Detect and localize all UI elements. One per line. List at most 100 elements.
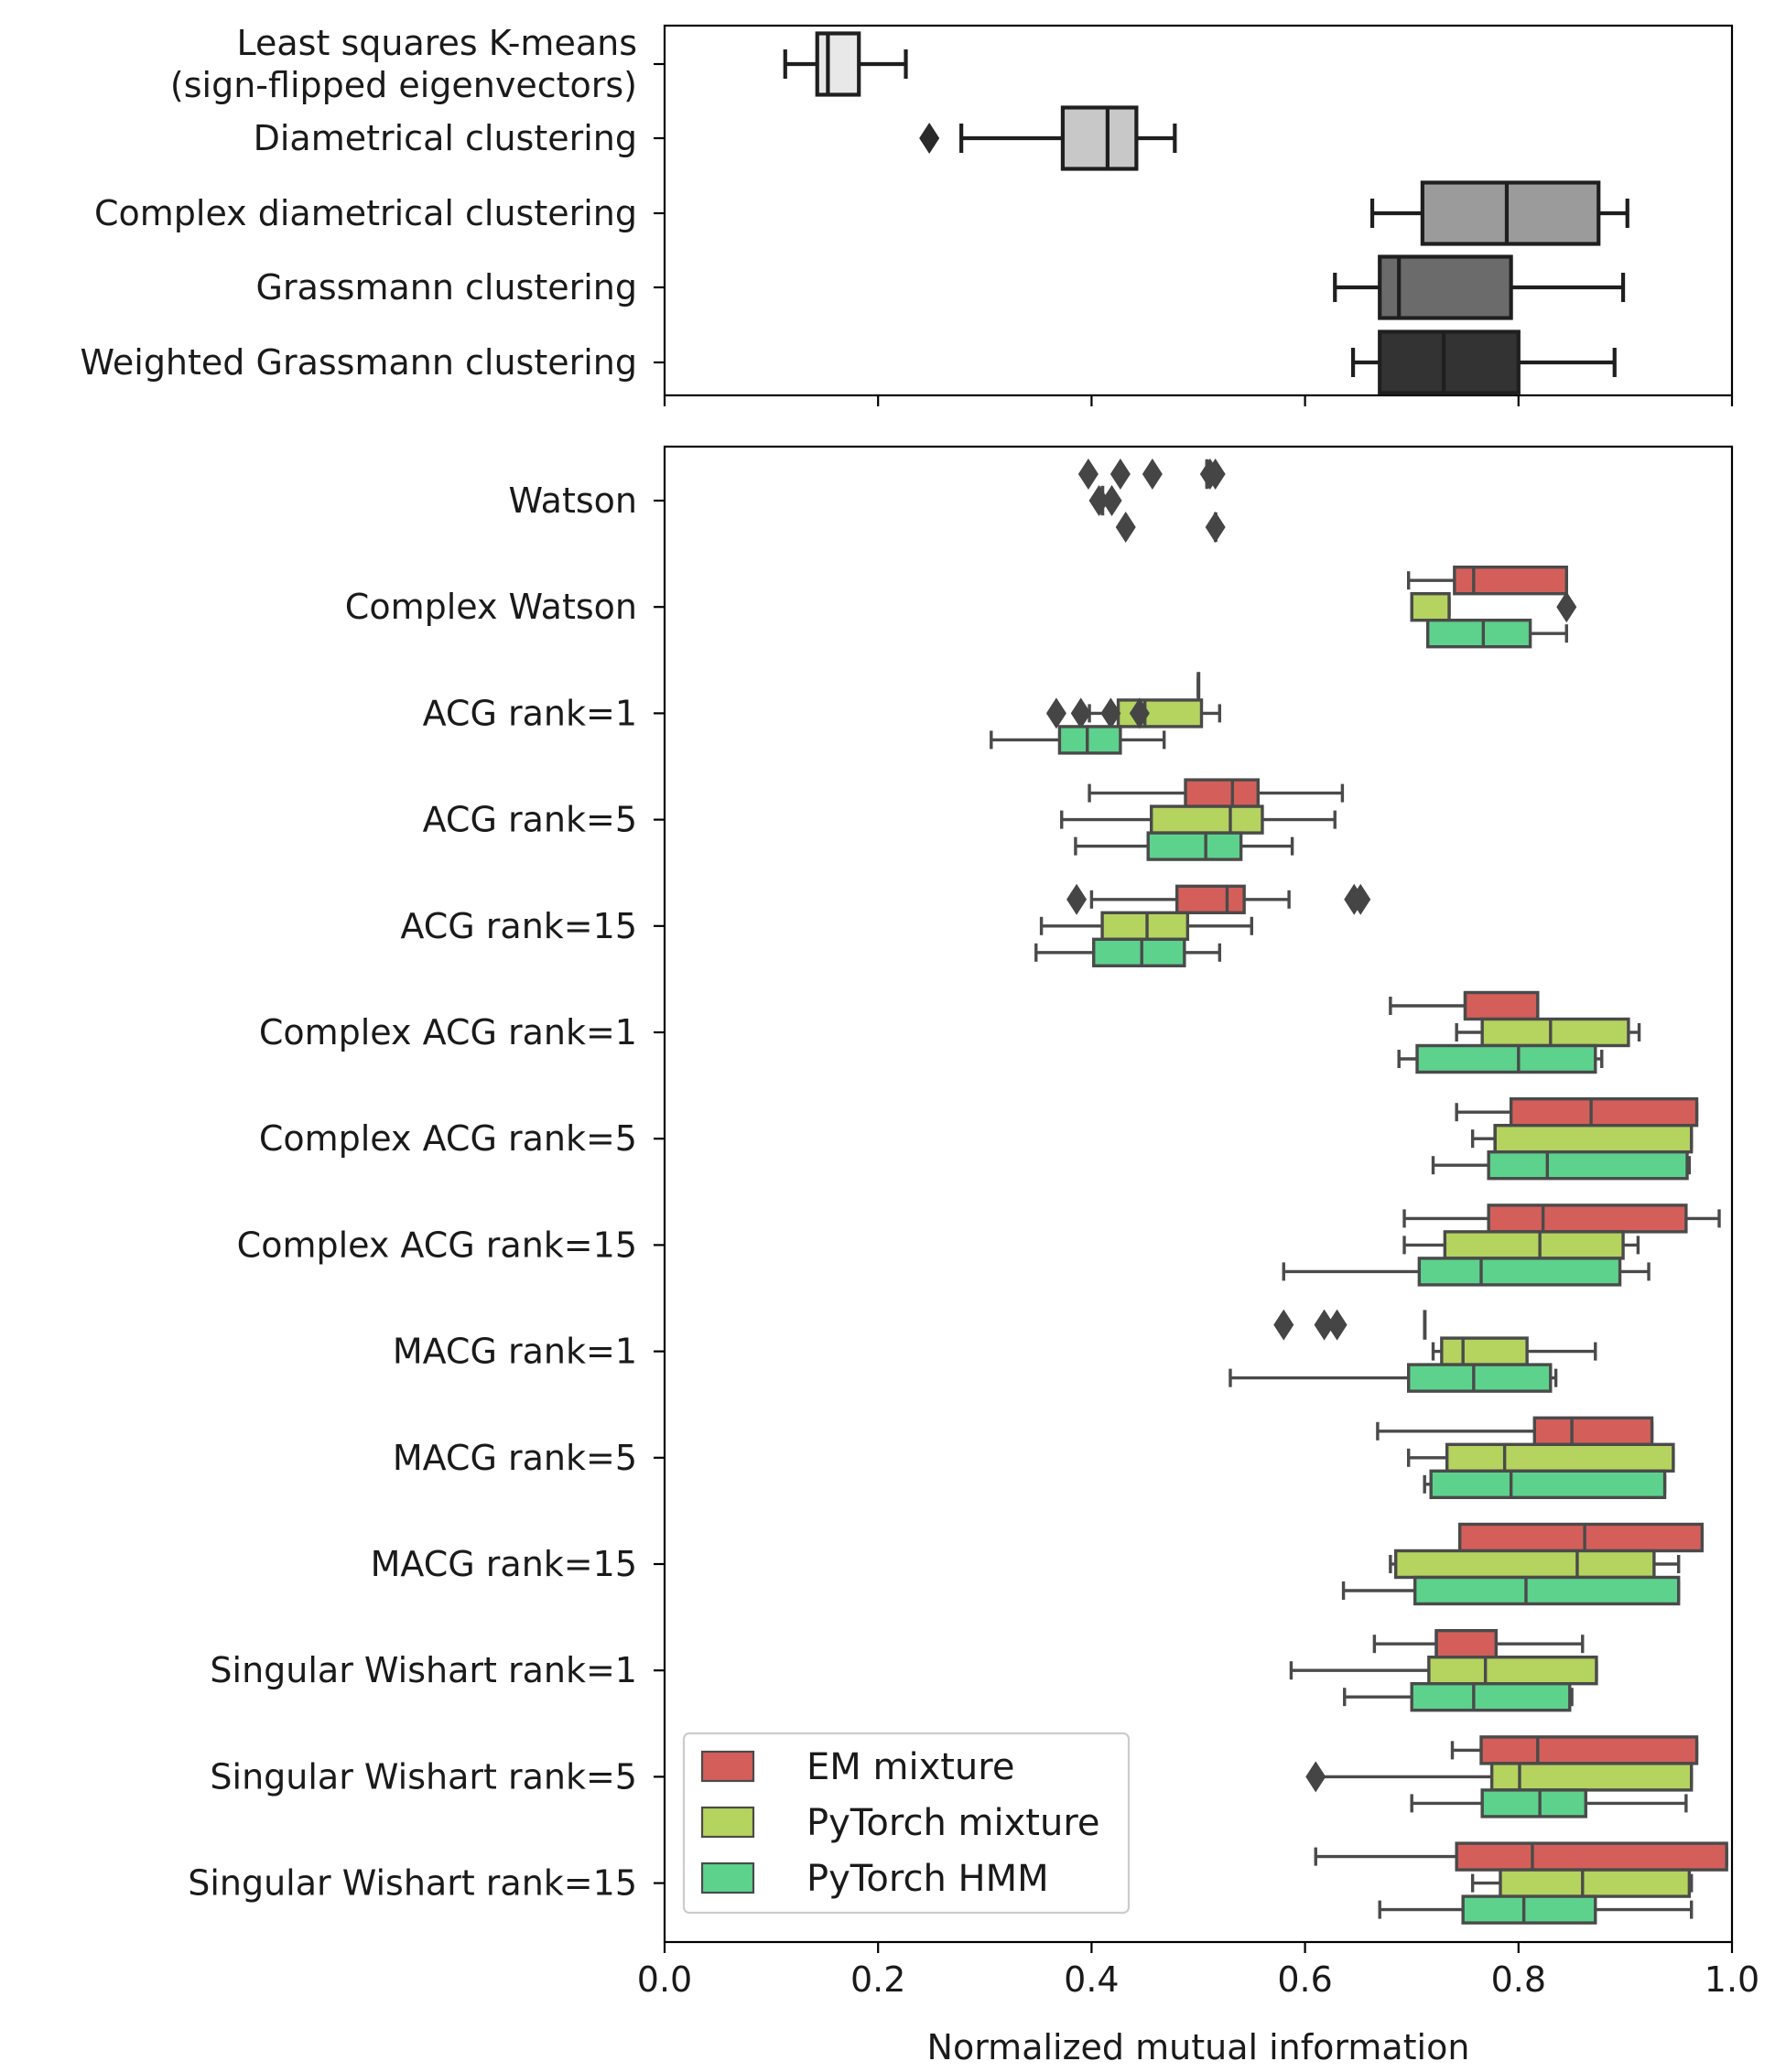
series-1-box-2-outlier-0 [1045,697,1066,729]
top-box-1-outlier-0 [919,123,940,154]
series-2-box-13-box [1461,1894,1597,1925]
series-2-box-11-box [1410,1681,1572,1712]
series-2-box-2-box [1057,725,1122,755]
legend-label-2: PyTorch HMM [806,1858,1049,1900]
series-1-box-1-outlier-0 [1556,591,1577,623]
series-0-box-4-outlier-2 [1350,883,1371,915]
series-1-box-7-box [1443,1230,1625,1260]
series-0-box-3-box [1184,778,1260,808]
bottom-category-label-6: Complex ACG rank=5 [259,1118,637,1159]
top-category-label-0-line-1: (sign-flipped eigenvectors) [170,65,637,105]
legend-swatch-1 [700,1806,755,1839]
top-plot-frame [663,24,1734,397]
legend-frame [682,1732,1131,1915]
series-1-box-0-outlier-0 [1088,485,1109,516]
series-2-box-0-outlier-1 [1205,512,1226,543]
bottom-xtick-label-5: 1.0 [1705,1959,1759,2000]
series-1-box-4-box [1100,911,1190,941]
series-2-box-8-box [1407,1363,1553,1393]
series-1-box-1-box [1410,592,1451,622]
legend: EM mixture PyTorch mixture PyTorch HMM [682,1732,1131,1915]
series-1-box-2-outlier-1 [1070,697,1091,729]
top-box-2-box [1420,180,1601,246]
legend-label-1: PyTorch mixture [806,1802,1100,1844]
series-0-box-0-outlier-2 [1142,459,1163,490]
series-0-box-5-box [1463,990,1540,1021]
series-1-box-3-box [1149,804,1264,835]
series-1-box-13-box [1499,1868,1692,1898]
series-1-box-8-box [1440,1336,1529,1366]
bottom-category-label-10: MACG rank=15 [371,1544,637,1584]
bottom-category-label-9: MACG rank=5 [393,1438,637,1478]
series-1-box-12-outlier-0 [1305,1761,1326,1793]
series-2-box-5-box [1415,1043,1597,1074]
series-0-box-0-outlier-0 [1077,459,1099,490]
bottom-category-label-3: ACG rank=5 [423,800,637,840]
bottom-xtick-label-2: 0.4 [1064,1959,1119,2000]
legend-label-0: EM mixture [806,1746,1014,1788]
bottom-category-label-2: ACG rank=1 [423,693,637,733]
series-2-box-6-box [1487,1149,1689,1181]
top-category-label-0-line-0: Least squares K-means [237,23,637,63]
series-0-box-0-outlier-1 [1109,459,1131,490]
series-2-box-7-box [1417,1257,1622,1287]
series-1-box-0-outlier-1 [1101,485,1122,516]
bottom-panel: Watson Complex Watson ACG rank=1 ACG rank=5… [188,445,1759,2000]
top-box-4-box [1378,329,1521,395]
series-1-box-2-outlier-2 [1100,697,1121,729]
series-1-box-11-box [1427,1655,1598,1686]
series-2-box-10-box [1413,1575,1681,1606]
series-0-box-4-box [1174,884,1246,914]
bottom-category-label-4: ACG rank=15 [400,906,637,946]
series-0-box-8-outlier-1 [1314,1309,1335,1341]
x-axis-title: Normalized mutual information [927,2027,1470,2067]
top-category-label-3: Grassmann clustering [256,267,638,308]
bottom-xtick-label-1: 0.2 [850,1959,905,2000]
bottom-xtick-label-3: 0.6 [1277,1959,1332,2000]
series-1-box-5-box [1480,1017,1630,1048]
series-2-box-12-box [1480,1788,1587,1818]
series-0-box-12-box [1479,1735,1699,1765]
top-box-0-box [815,31,861,97]
bottom-category-label-11: Singular Wishart rank=1 [210,1650,637,1690]
series-0-box-0-outlier-4 [1205,459,1226,490]
top-panel: Least squares K-means(sign-flipped eigen… [81,23,1734,406]
bottom-category-label-13: Singular Wishart rank=15 [188,1863,637,1904]
series-0-box-4-outlier-0 [1066,883,1088,915]
top-category-label-2: Complex diametrical clustering [94,193,637,233]
top-box-1-box [1060,105,1139,171]
series-1-box-2-outlier-3 [1129,697,1150,729]
series-2-box-3-box [1146,831,1243,861]
series-0-box-9-box [1532,1416,1654,1447]
series-0-box-6-box [1509,1096,1699,1128]
bottom-category-label-7: Complex ACG rank=15 [237,1225,637,1265]
series-0-box-10-box [1457,1522,1705,1553]
legend-swatch-2 [700,1862,755,1894]
top-category-label-1: Diametrical clustering [254,118,637,158]
series-2-box-1-box [1425,619,1532,649]
bottom-category-label-8: MACG rank=1 [393,1332,637,1372]
series-2-box-4-box [1092,937,1186,968]
bottom-category-label-12: Singular Wishart rank=5 [210,1756,637,1797]
bottom-plot-frame [663,445,1734,1944]
series-1-box-12-box [1489,1762,1694,1792]
series-2-box-0-outlier-0 [1115,512,1136,543]
bottom-category-label-0: Watson [509,480,637,521]
top-category-label-4: Weighted Grassmann clustering [81,342,637,383]
series-1-box-10-box [1394,1549,1656,1580]
series-2-box-9-box [1429,1469,1667,1500]
series-1-box-6-box [1493,1123,1694,1154]
series-0-box-8-outlier-2 [1326,1309,1348,1341]
legend-swatch-0 [700,1750,755,1783]
bottom-xtick-label-4: 0.8 [1491,1959,1546,2000]
series-1-box-9-box [1445,1442,1675,1473]
series-0-box-13-box [1455,1841,1728,1872]
bottom-xtick-label-0: 0.0 [637,1959,692,2000]
series-0-box-8-outlier-0 [1273,1309,1294,1341]
bottom-category-label-1: Complex Watson [345,587,637,627]
bottom-category-label-5: Complex ACG rank=1 [259,1012,637,1052]
series-0-box-1-box [1453,566,1568,596]
series-0-box-7-box [1487,1203,1688,1234]
series-0-box-11-box [1434,1628,1499,1659]
